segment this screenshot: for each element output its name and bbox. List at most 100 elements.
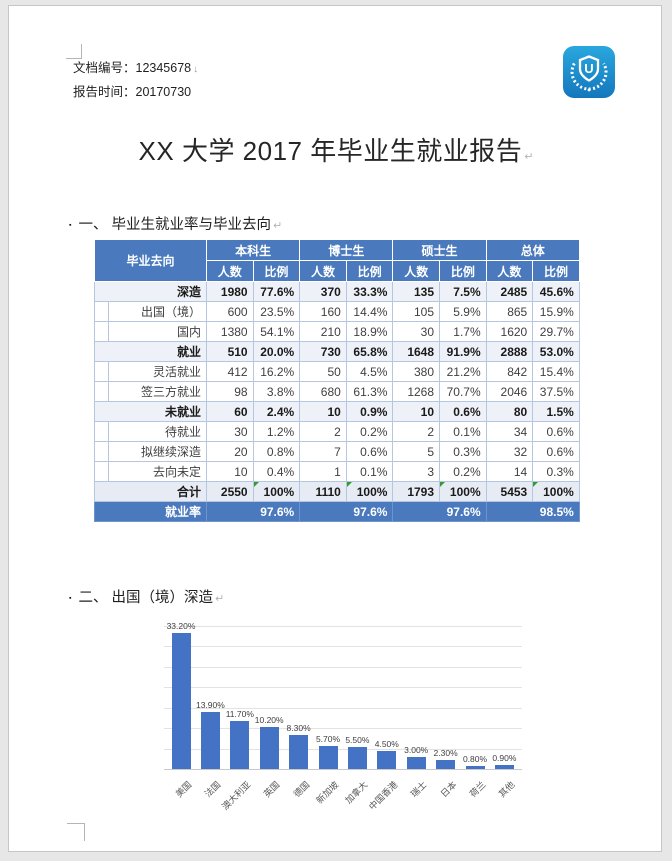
university-logo: U — [562, 45, 616, 99]
row-label: 深造 — [93, 281, 208, 302]
table-row: 就业率 97.6% 97.6% 97.6% 98.5% — [93, 501, 580, 522]
chart-gridline — [164, 687, 522, 689]
group-header-total: 总体 — [485, 239, 580, 261]
cell-value: 1980 — [206, 281, 254, 302]
indent-cell — [94, 441, 109, 462]
cell-value: 98 — [206, 381, 254, 402]
table-header-row-sub: 人数 比例 人数 比例 人数 比例 人数 比例 — [95, 260, 580, 282]
cell-value: 65.8% — [345, 341, 394, 362]
cell-value: 1.7% — [439, 321, 487, 342]
row-label: 就业 — [93, 341, 208, 362]
table-row: 灵活就业 412 16.2% 50 4.5% 380 21.2% 842 15.4% — [94, 361, 580, 382]
paragraph-mark: ↵ — [215, 593, 225, 605]
chart-gridline — [164, 626, 522, 627]
cell-value: 1380 — [206, 321, 254, 342]
row-label: 待就业 — [107, 421, 208, 442]
cell-value: 54.1% — [252, 321, 301, 342]
cell-value: 77.6% — [252, 281, 301, 302]
cell-value: 20.0% — [252, 341, 301, 362]
subheader-count: 人数 — [392, 260, 441, 282]
university-logo-icon: U — [563, 46, 615, 98]
cell-value: 30 — [206, 421, 254, 442]
subheader-ratio: 比例 — [345, 260, 394, 282]
group-header-phd: 博士生 — [299, 239, 394, 261]
margin-mark-top-left — [66, 44, 82, 59]
cell-value: 30 — [392, 321, 441, 342]
bar-value-label: 4.50% — [374, 738, 399, 749]
cell-value: 10 — [392, 401, 441, 422]
indent-cell — [94, 321, 109, 342]
table-row: 待就业 30 1.2% 2 0.2% 2 0.1% 34 0.6% — [94, 421, 580, 442]
table-row: 国内 1380 54.1% 210 18.9% 30 1.7% 1620 29.7% — [94, 321, 580, 342]
cell-value: 0.3% — [532, 461, 580, 482]
row-label: 出国（境） — [107, 301, 208, 322]
bar-6 — [347, 746, 367, 769]
cell-value: 97.6% — [206, 501, 301, 522]
indent-cell — [94, 361, 109, 382]
cell-value: 4.5% — [345, 361, 394, 382]
bar-10 — [465, 765, 485, 769]
bar-value-label: 5.50% — [345, 734, 370, 745]
chart-gridline — [164, 748, 522, 750]
bar-1 — [200, 712, 220, 769]
cell-value: 5453 — [485, 481, 534, 502]
bar-value-label: 11.70% — [225, 709, 254, 720]
doc-number-line: 文档编号：12345678 ↓ — [73, 57, 198, 81]
cell-value: 210 — [299, 321, 347, 342]
table-row: 拟继续深造 20 0.8% 7 0.6% 5 0.3% 32 0.6% — [94, 441, 580, 462]
cell-value: 370 — [299, 281, 347, 302]
cell-value: 0.1% — [345, 461, 394, 482]
bar-0 — [171, 633, 191, 769]
cell-value: 15.9% — [532, 301, 580, 322]
cell-value: 2550 — [206, 481, 254, 502]
bar-9 — [436, 759, 456, 769]
row-label: 去向未定 — [107, 461, 208, 482]
cell-value: 135 — [392, 281, 441, 302]
subheader-ratio: 比例 — [252, 260, 301, 282]
row-label: 拟继续深造 — [107, 441, 208, 462]
bar-value-label: 0.90% — [492, 753, 517, 764]
document-page: 文档编号：12345678 ↓ 报告时间：20170730 U XX 大学 201… — [8, 5, 662, 852]
bar-4 — [289, 735, 309, 769]
cell-value: 45.6% — [532, 281, 580, 302]
list-bullet-icon: ▪ — [69, 595, 72, 602]
cell-value: 0.6% — [439, 401, 487, 422]
cell-value: 20 — [206, 441, 254, 462]
bar-value-label: 33.20% — [166, 621, 196, 632]
chart-gridline — [164, 666, 522, 668]
bar-value-label: 8.30% — [286, 723, 311, 734]
group-header-master: 硕士生 — [392, 239, 487, 261]
chart-gridline — [164, 646, 522, 648]
cell-value: 680 — [299, 381, 347, 402]
cell-value: 33.3% — [345, 281, 394, 302]
cell-value: 1793 — [392, 481, 441, 502]
cell-value: 5.9% — [439, 301, 487, 322]
cell-value: 10 — [206, 461, 254, 482]
cell-value: 97.6% — [299, 501, 394, 522]
cell-value: 37.5% — [532, 381, 580, 402]
cell-value: 3.8% — [252, 381, 301, 402]
cell-value: 0.6% — [345, 441, 394, 462]
row-label: 国内 — [107, 321, 208, 342]
cell-value: 2485 — [485, 281, 534, 302]
cell-value: 50 — [299, 361, 347, 382]
chart-gridline — [164, 707, 522, 709]
table-row: 出国（境） 600 23.5% 160 14.4% 105 5.9% 865 15.9% — [94, 301, 580, 322]
cell-value: 32 — [485, 441, 534, 462]
cell-value: 80 — [485, 401, 534, 422]
cell-value: 0.8% — [252, 441, 301, 462]
cell-value: 380 — [392, 361, 441, 382]
table-header-row-groups: 毕业去向 本科生 博士生 硕士生 总体 — [93, 239, 580, 282]
cell-value: 2 — [392, 421, 441, 442]
bar-5 — [318, 745, 338, 769]
cell-value: 2 — [299, 421, 347, 442]
row-label: 灵活就业 — [107, 361, 208, 382]
row-label: 就业率 — [93, 501, 208, 522]
table-row: 深造 1980 77.6% 370 33.3% 135 7.5% 2485 45.6% — [93, 281, 580, 302]
indent-cell — [94, 301, 109, 322]
paragraph-mark: ↵ — [524, 151, 534, 163]
cell-value: 0.6% — [532, 421, 580, 442]
subheader-ratio: 比例 — [439, 260, 487, 282]
bar-8 — [406, 756, 426, 769]
